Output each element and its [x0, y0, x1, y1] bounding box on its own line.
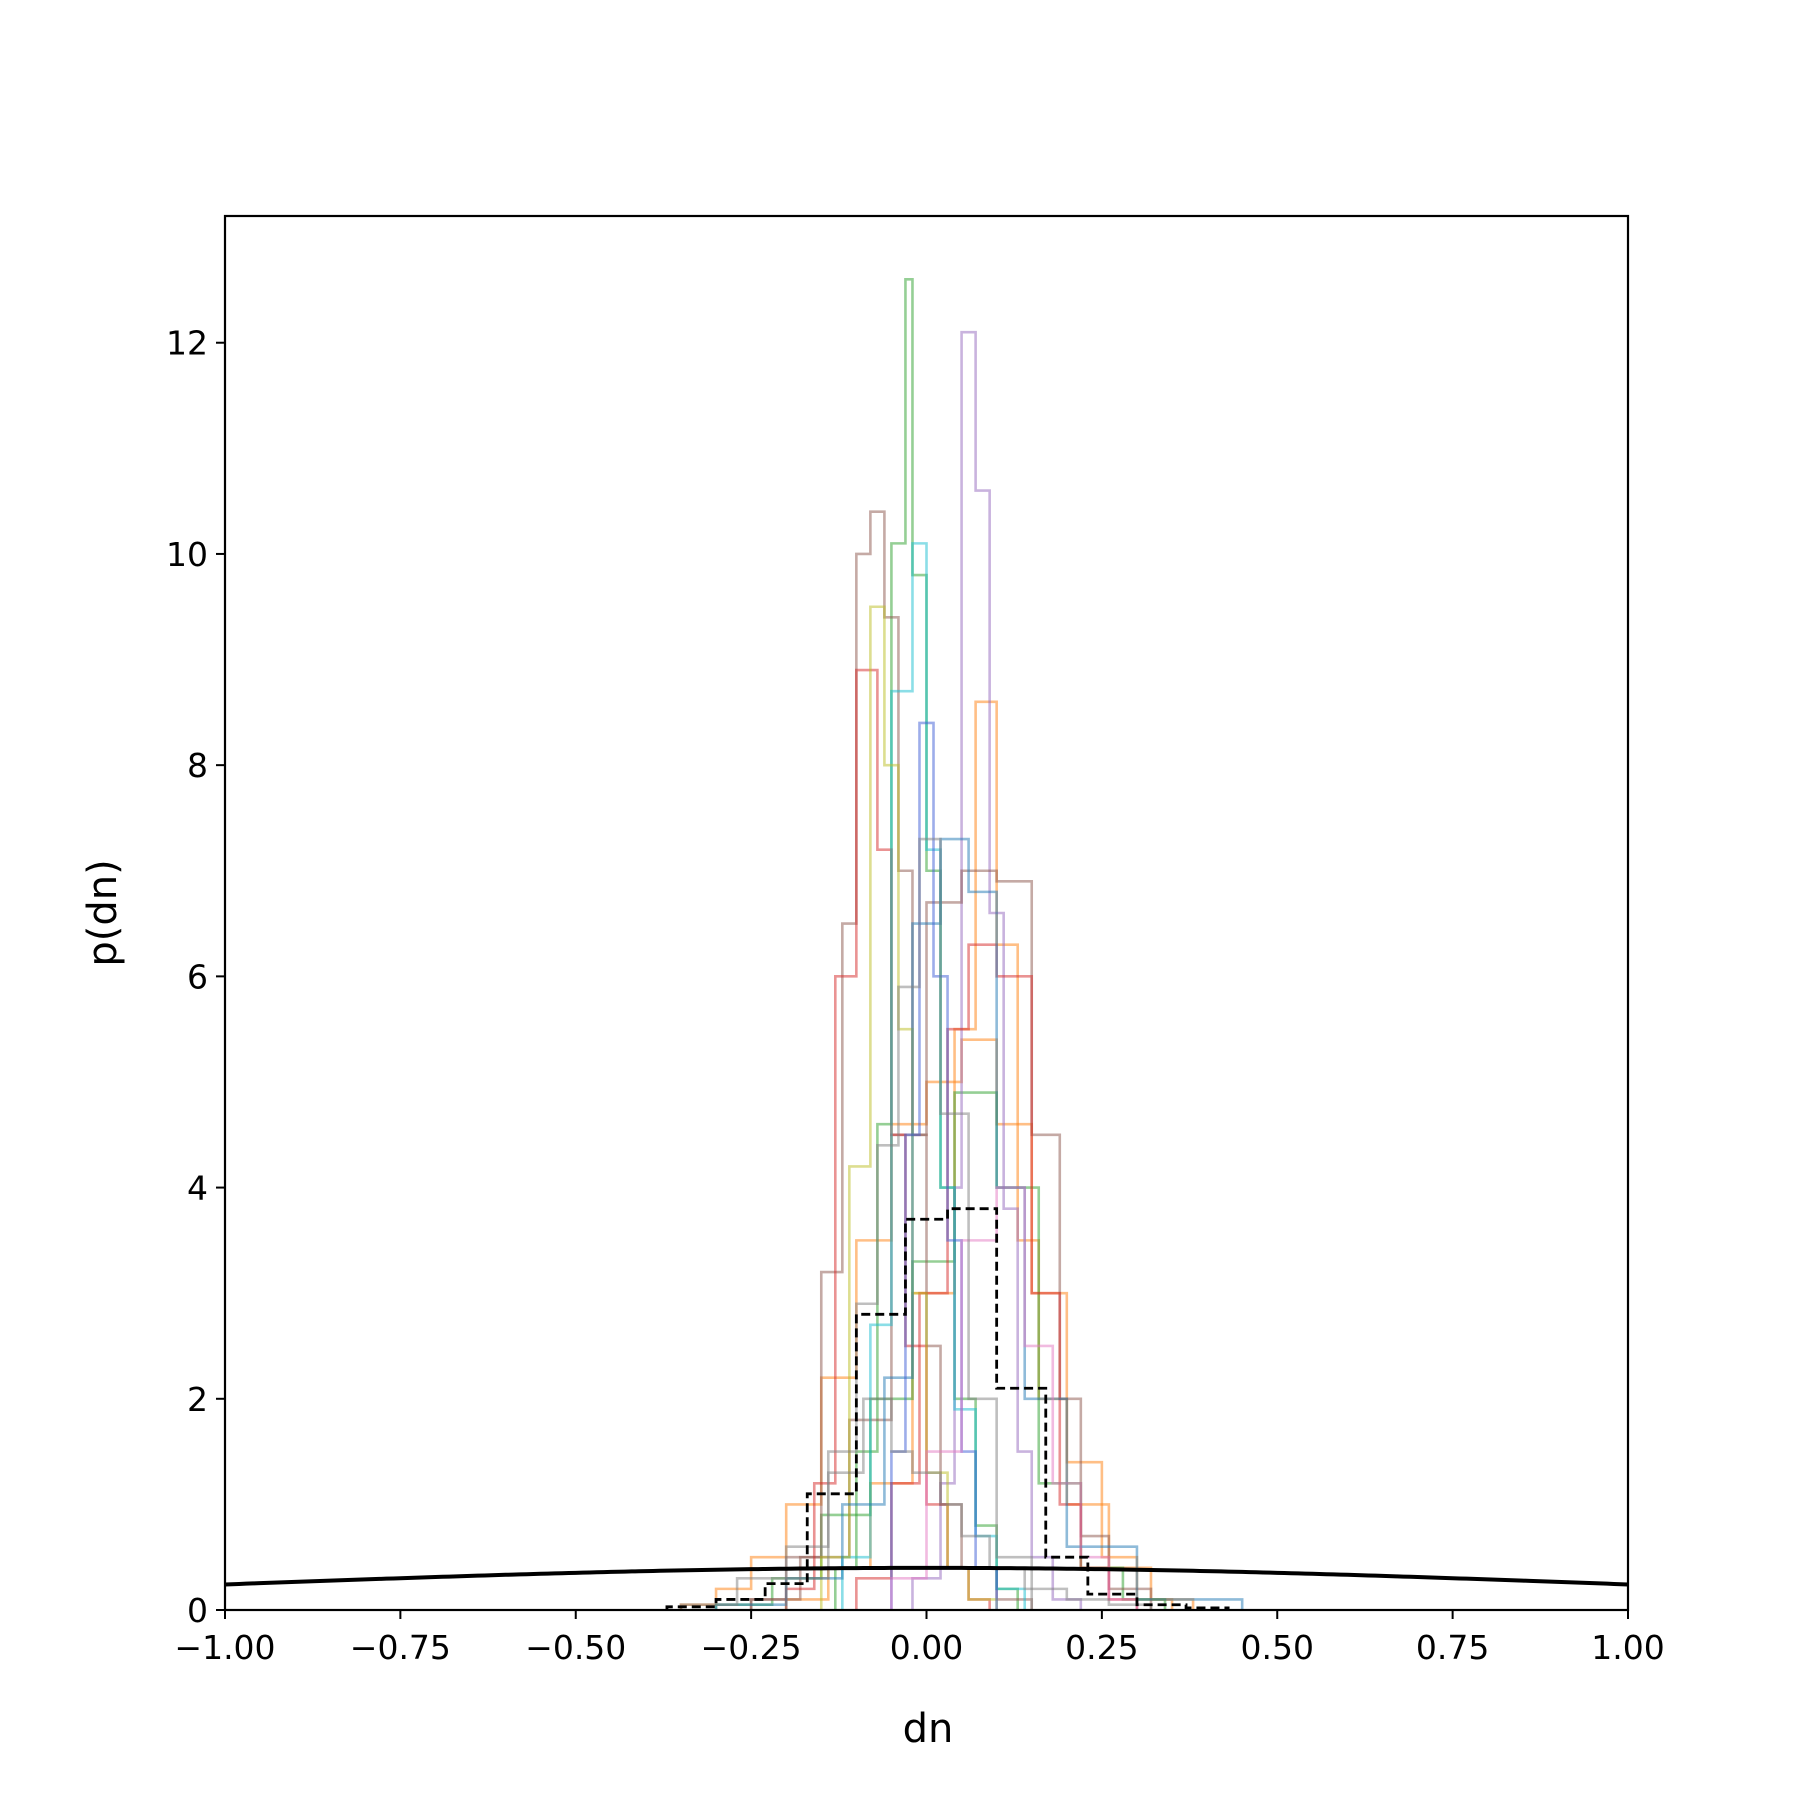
- x-tick-label: 0.00: [890, 1628, 963, 1667]
- y-tick-label: 4: [187, 1169, 208, 1208]
- x-tick-label: 0.75: [1416, 1628, 1489, 1667]
- series-11-histogram: [714, 837, 1244, 1610]
- series-layer: [225, 278, 1628, 1610]
- y-tick-label: 12: [166, 324, 208, 363]
- x-tick-label: −0.50: [525, 1628, 626, 1667]
- y-tick-label: 8: [187, 746, 208, 785]
- series-2-histogram: [834, 278, 1019, 1610]
- x-tick-label: 0.25: [1065, 1628, 1138, 1667]
- x-tick-label: 0.50: [1241, 1628, 1314, 1667]
- y-axis-label: p(dn): [80, 859, 126, 966]
- series-17-curve: [225, 1565, 1628, 1587]
- series-16-histogram: [665, 1207, 1230, 1610]
- y-tick-label: 6: [187, 957, 208, 996]
- x-axis-ticks: −1.00 −0.75 −0.50 −0.25 0.00 0.25 0.50 0.75 1.00: [174, 1610, 1665, 1667]
- y-tick-label: 2: [187, 1380, 208, 1419]
- y-tick-label: 10: [166, 535, 208, 574]
- x-tick-label: −0.25: [701, 1628, 802, 1667]
- series-14-histogram: [784, 837, 1034, 1610]
- y-axis-ticks: 0 2 4 6 8 10 12: [166, 324, 225, 1630]
- x-axis-label: dn: [903, 1706, 954, 1752]
- x-tick-label: −1.00: [174, 1628, 275, 1667]
- x-tick-label: −0.75: [350, 1628, 451, 1667]
- x-tick-label: 1.00: [1591, 1628, 1664, 1667]
- y-tick-label: 0: [187, 1591, 208, 1630]
- series-15-histogram: [679, 1397, 1153, 1610]
